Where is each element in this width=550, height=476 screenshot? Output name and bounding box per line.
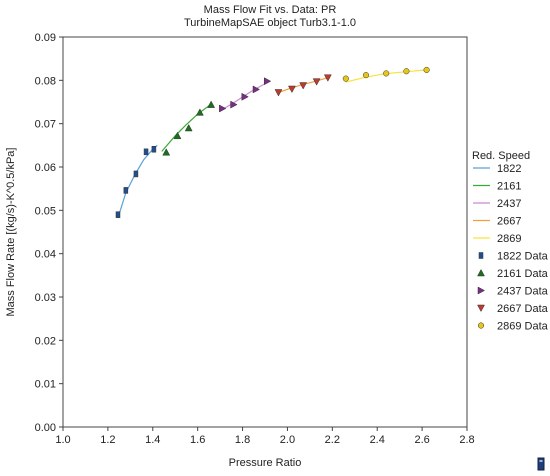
data-point-triangle-down (288, 85, 296, 94)
y-axis: 0.00 0.01 0.02 0.03 0.04 0.05 0.06 0.07 0.08 0.09 (35, 32, 63, 434)
legend-label-2869: 2869 (497, 233, 521, 245)
x-tick-label: 1.8 (235, 434, 250, 446)
data-point-square (123, 187, 129, 194)
y-tick-label: 0.08 (35, 75, 56, 87)
data-point-triangle-right (230, 100, 238, 109)
data-point-triangle-up (173, 131, 182, 140)
y-tick-label: 0.01 (35, 379, 56, 391)
x-axis-title: Pressure Ratio (229, 457, 302, 469)
data-point-square (143, 148, 149, 156)
data-point-circle (362, 72, 370, 79)
data-point-triangle-down (312, 78, 321, 86)
legend-marker-square (478, 252, 484, 259)
legend-marker-triangle-down (477, 304, 485, 313)
data-point-triangle-right (252, 85, 261, 94)
data-point-triangle-down (323, 74, 332, 82)
x-tick-label: 1.2 (100, 434, 115, 446)
y-tick-label: 0.00 (35, 422, 56, 434)
y-tick-label: 0.07 (35, 119, 56, 131)
x-tick-label: 2.2 (325, 434, 340, 446)
x-tick-label: 1.4 (145, 434, 160, 446)
plot-area (62, 36, 468, 428)
chart-subtitle: TurbineMapSAE object Turb3.1-1.0 (184, 17, 356, 29)
x-tick-label: 2.0 (280, 434, 295, 446)
x-axis: 1.0 1.2 1.4 1.6 1.8 2.0 2.2 2.4 2.6 2.8 (55, 427, 475, 446)
x-tick-label: 1.0 (55, 434, 70, 446)
y-tick-label: 0.06 (35, 162, 56, 174)
data-point-square (133, 170, 139, 178)
legend-label-data: 2161 Data (497, 268, 549, 280)
legend-label-data: 2667 Data (497, 303, 549, 315)
legend: Red. Speed 1822 2161 2437 2667 2869 1822 Data… (472, 150, 549, 333)
y-tick-label: 0.04 (35, 249, 56, 261)
y-tick-label: 0.09 (35, 32, 56, 44)
x-tick-label: 2.4 (370, 434, 385, 446)
y-tick-label: 0.03 (35, 292, 56, 304)
y-tick-label: 0.05 (35, 205, 56, 217)
legend-label-data: 1822 Data (497, 251, 549, 263)
data-point-circle (423, 66, 430, 73)
x-tick-label: 2.8 (459, 434, 474, 446)
data-point-triangle-right (219, 104, 227, 113)
data-point-square (151, 145, 157, 153)
legend-label-data: 2437 Data (497, 286, 549, 298)
y-tick-label: 0.02 (35, 335, 56, 347)
data-markers (115, 66, 430, 218)
data-point-triangle-up (162, 148, 171, 156)
chart-title: Mass Flow Fit vs. Data: PR (204, 4, 337, 16)
legend-title: Red. Speed (472, 150, 530, 162)
window-resize-icon[interactable] (537, 457, 546, 471)
y-axis-title: Mass Flow Rate [(kg/s)-K^0.5/kPa] (5, 148, 17, 317)
data-point-triangle-right (263, 77, 272, 86)
data-point-triangle-right (241, 92, 249, 101)
data-point-circle (342, 75, 349, 82)
data-point-triangle-up (184, 123, 193, 132)
data-point-circle (383, 70, 390, 77)
legend-label-data: 2869 Data (497, 321, 549, 333)
legend-marker-circle (477, 322, 485, 329)
legend-label-1822: 1822 (497, 163, 521, 175)
data-point-triangle-down (274, 89, 283, 97)
data-point-square (115, 211, 121, 218)
legend-marker-triangle-up (477, 268, 485, 277)
data-point-circle (403, 68, 410, 75)
x-tick-label: 1.6 (190, 434, 205, 446)
x-tick-label: 2.6 (414, 434, 429, 446)
legend-marker-triangle-right (477, 286, 486, 295)
data-point-triangle-down (299, 82, 308, 90)
fit-line-2161 (161, 103, 212, 152)
data-point-triangle-up (195, 108, 204, 116)
legend-label-2437: 2437 (497, 198, 521, 210)
legend-label-2667: 2667 (497, 216, 521, 228)
data-point-triangle-up (207, 100, 216, 108)
legend-label-2161: 2161 (497, 181, 521, 193)
